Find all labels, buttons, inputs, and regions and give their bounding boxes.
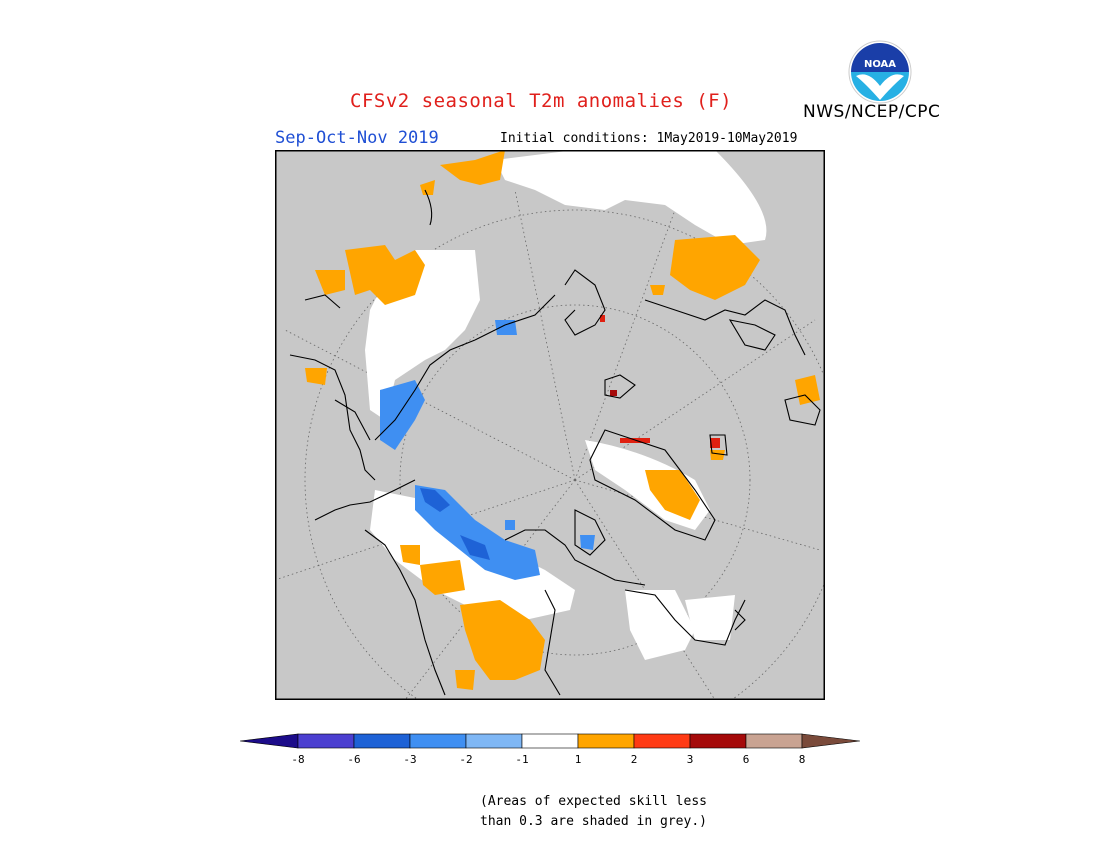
legend-tick-label: 1 <box>575 753 582 766</box>
logo-text: NOAA <box>864 59 896 70</box>
skill-note-line: (Areas of expected skill less <box>480 794 707 809</box>
legend-swatch-5 <box>521 733 579 749</box>
season-label: Sep-Oct-Nov 2019 <box>275 128 439 148</box>
legend-swatch-3 <box>409 733 467 749</box>
legend-tick-label: 8 <box>799 753 806 766</box>
legend-arrow-low <box>240 733 299 749</box>
legend-swatch-7 <box>633 733 691 749</box>
warm-anomaly-regions <box>305 150 820 690</box>
coastlines <box>289 189 821 696</box>
very-hot-anomaly-spots <box>610 390 617 396</box>
skill-note: (Areas of expected skill less than 0.3 a… <box>480 792 707 832</box>
legend-tick-label: -6 <box>347 753 360 766</box>
legend-tick-label: 6 <box>743 753 750 766</box>
legend-swatch-6 <box>577 733 635 749</box>
legend-swatch-1 <box>297 733 355 749</box>
skill-note-line: than 0.3 are shaded in grey.) <box>480 814 707 829</box>
legend-arrow-high <box>801 733 860 749</box>
legend-tick-label: 2 <box>631 753 638 766</box>
legend-swatch-9 <box>745 733 803 749</box>
strong-cold-anomaly-regions <box>420 488 490 560</box>
legend-tick-label: -3 <box>403 753 416 766</box>
initial-conditions-label: Initial conditions: 1May2019-10May2019 <box>500 131 798 146</box>
noaa-logo: NOAA <box>848 40 912 104</box>
legend-tick-label: 3 <box>687 753 694 766</box>
legend-tick-label: -8 <box>291 753 304 766</box>
legend-swatch-8 <box>689 733 747 749</box>
legend-swatch-4 <box>465 733 523 749</box>
map-frame <box>275 150 825 700</box>
legend-tick-label: -2 <box>459 753 472 766</box>
agency-label: NWS/NCEP/CPC <box>803 102 941 122</box>
color-legend: -8 -6 -3 -2 -1 1 2 3 6 8 <box>240 733 860 766</box>
legend-swatch-2 <box>353 733 411 749</box>
chart-title: CFSv2 seasonal T2m anomalies (F) <box>350 90 733 112</box>
cold-anomaly-regions <box>380 320 595 580</box>
polar-anomaly-map <box>275 150 825 700</box>
legend-tick-label: -1 <box>515 753 528 766</box>
